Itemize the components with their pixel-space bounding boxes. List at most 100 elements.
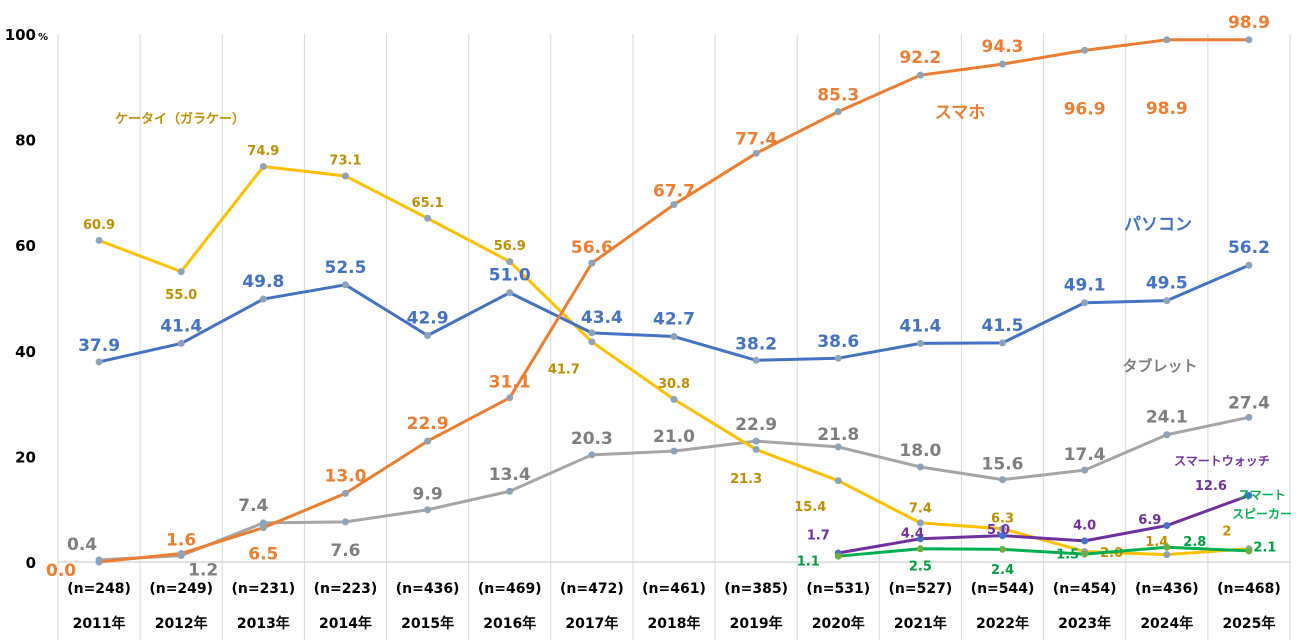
sample-size-label: (n=436) xyxy=(1135,581,1199,597)
data-point xyxy=(177,339,185,347)
data-label: 7.6 xyxy=(330,541,360,561)
data-point xyxy=(506,258,514,266)
data-point xyxy=(916,535,924,543)
data-label: 1.6 xyxy=(166,531,196,551)
x-tick-label: 2019年 xyxy=(730,615,783,632)
data-point xyxy=(1163,431,1171,439)
data-label: 1.2 xyxy=(188,561,218,581)
sample-size-label: (n=468) xyxy=(1217,581,1281,597)
data-point xyxy=(1163,36,1171,44)
data-point xyxy=(1245,547,1253,555)
data-point xyxy=(95,358,103,366)
data-label: 56.6 xyxy=(571,238,613,258)
y-tick-label: 40 xyxy=(15,343,36,361)
data-point xyxy=(916,545,924,553)
data-label: 5.0 xyxy=(987,523,1010,538)
data-label: 41.7 xyxy=(548,362,580,377)
data-label: 6.3 xyxy=(991,511,1014,526)
data-point xyxy=(1163,522,1171,530)
data-point xyxy=(341,281,349,289)
data-point xyxy=(1163,543,1171,551)
data-point xyxy=(752,356,760,364)
data-point xyxy=(424,214,432,222)
sample-size-label: (n=531) xyxy=(806,581,870,597)
data-label: 0.4 xyxy=(67,535,97,555)
data-point xyxy=(1163,551,1171,559)
data-point xyxy=(424,331,432,339)
sample-size-label: (n=544) xyxy=(971,581,1035,597)
data-label: 67.7 xyxy=(653,181,695,201)
data-label: 2 xyxy=(1222,524,1231,539)
data-point xyxy=(424,506,432,514)
data-label: 49.8 xyxy=(242,272,284,292)
data-point xyxy=(999,532,1007,540)
data-point xyxy=(999,339,1007,347)
data-label: 15.4 xyxy=(794,500,826,515)
series-name-label: パソコン xyxy=(1124,215,1192,235)
data-label: 7.4 xyxy=(909,501,932,516)
data-label: 30.8 xyxy=(658,377,690,392)
series-name-label: ケータイ（ガラケー） xyxy=(115,111,245,127)
sample-size-label: (n=527) xyxy=(889,581,953,597)
data-point xyxy=(424,437,432,445)
data-label: 4.4 xyxy=(901,526,924,541)
data-label: 38.6 xyxy=(817,332,859,352)
x-tick-label: 2024年 xyxy=(1140,615,1193,632)
data-point xyxy=(999,525,1007,533)
data-label: 41.4 xyxy=(899,316,941,336)
data-point xyxy=(834,108,842,116)
data-point xyxy=(177,550,185,558)
data-point xyxy=(588,259,596,267)
x-tick-label: 2025年 xyxy=(1222,615,1275,632)
data-label: 27.4 xyxy=(1228,393,1270,413)
x-tick-label: 2017年 xyxy=(565,615,618,632)
data-point xyxy=(588,329,596,337)
data-label: 96.9 xyxy=(1064,99,1106,119)
x-tick-label: 2023年 xyxy=(1058,615,1111,632)
data-point xyxy=(834,354,842,362)
series-name-label: スマートウォッチ xyxy=(1174,454,1270,468)
x-tick-label: 2013年 xyxy=(237,615,290,632)
data-point xyxy=(1245,261,1253,269)
data-point xyxy=(752,446,760,454)
sample-size-label: (n=469) xyxy=(478,581,542,597)
data-point xyxy=(341,518,349,526)
data-label: 20.3 xyxy=(571,429,613,449)
data-point xyxy=(506,289,514,297)
data-label: 9.9 xyxy=(413,485,443,505)
data-point xyxy=(1081,299,1089,307)
data-label: 0.0 xyxy=(46,561,76,581)
data-label: 56.2 xyxy=(1228,238,1270,258)
data-label: 2.4 xyxy=(991,563,1014,578)
sample-size-label: (n=248) xyxy=(67,581,131,597)
series-line xyxy=(838,545,1250,558)
data-label: 55.0 xyxy=(165,288,197,303)
data-label: 1.5 xyxy=(1056,548,1079,563)
data-point xyxy=(341,489,349,497)
x-tick-label: 2020年 xyxy=(812,615,865,632)
data-point xyxy=(1081,46,1089,54)
data-point xyxy=(588,451,596,459)
sample-size-label: (n=436) xyxy=(396,581,460,597)
x-tick-label: 2012年 xyxy=(155,615,208,632)
series-name-label: タブレット xyxy=(1122,357,1197,375)
data-label: 15.6 xyxy=(982,455,1024,475)
data-point xyxy=(834,443,842,451)
data-point xyxy=(1245,491,1253,499)
data-point xyxy=(834,477,842,485)
sample-size-label: (n=249) xyxy=(149,581,213,597)
data-label: 94.3 xyxy=(982,37,1024,57)
y-tick-label: 20 xyxy=(15,448,36,466)
data-point xyxy=(506,394,514,402)
data-label: 43.4 xyxy=(581,308,623,328)
data-label: 74.9 xyxy=(247,144,279,159)
sample-size-label: (n=385) xyxy=(724,581,788,597)
series-line xyxy=(838,494,1250,555)
data-point xyxy=(916,519,924,527)
data-label: 21.3 xyxy=(730,472,762,487)
data-point xyxy=(752,437,760,445)
data-point xyxy=(1081,537,1089,545)
data-point xyxy=(1081,466,1089,474)
data-point xyxy=(95,236,103,244)
